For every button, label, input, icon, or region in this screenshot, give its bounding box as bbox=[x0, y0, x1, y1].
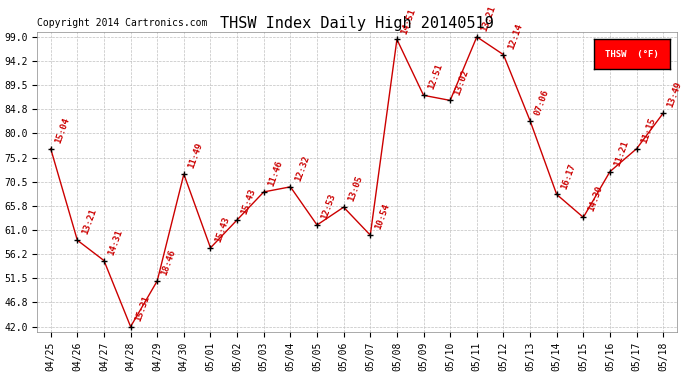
Text: 14:30: 14:30 bbox=[586, 185, 604, 213]
Text: 11:21: 11:21 bbox=[613, 139, 631, 167]
Text: 13:21: 13:21 bbox=[480, 4, 497, 33]
Text: 16:17: 16:17 bbox=[560, 162, 577, 190]
Text: 15:04: 15:04 bbox=[54, 116, 71, 144]
Text: 15:43: 15:43 bbox=[213, 215, 231, 244]
Text: 12:53: 12:53 bbox=[319, 192, 337, 221]
Text: 11:15: 11:15 bbox=[640, 116, 657, 144]
Text: 10:54: 10:54 bbox=[373, 202, 391, 231]
Text: Copyright 2014 Cartronics.com: Copyright 2014 Cartronics.com bbox=[37, 18, 208, 28]
Title: THSW Index Daily High 20140519: THSW Index Daily High 20140519 bbox=[220, 16, 494, 31]
Text: 11:49: 11:49 bbox=[186, 142, 204, 170]
Text: 13:05: 13:05 bbox=[346, 175, 364, 203]
Text: 12:14: 12:14 bbox=[506, 22, 524, 51]
Text: 12:51: 12:51 bbox=[426, 63, 444, 91]
Text: 11:46: 11:46 bbox=[266, 159, 284, 188]
Text: 07:06: 07:06 bbox=[533, 88, 551, 117]
Text: 15:43: 15:43 bbox=[240, 188, 257, 216]
Text: 14:51: 14:51 bbox=[400, 7, 417, 35]
Text: THSW  (°F): THSW (°F) bbox=[605, 50, 658, 59]
Text: 15:31: 15:31 bbox=[133, 294, 151, 322]
Text: 18:46: 18:46 bbox=[160, 248, 177, 277]
Text: 13:49: 13:49 bbox=[666, 81, 684, 109]
Text: 13:02: 13:02 bbox=[453, 68, 471, 96]
Text: 13:21: 13:21 bbox=[80, 208, 98, 236]
Text: 12:32: 12:32 bbox=[293, 154, 310, 183]
Text: 14:31: 14:31 bbox=[107, 228, 124, 256]
